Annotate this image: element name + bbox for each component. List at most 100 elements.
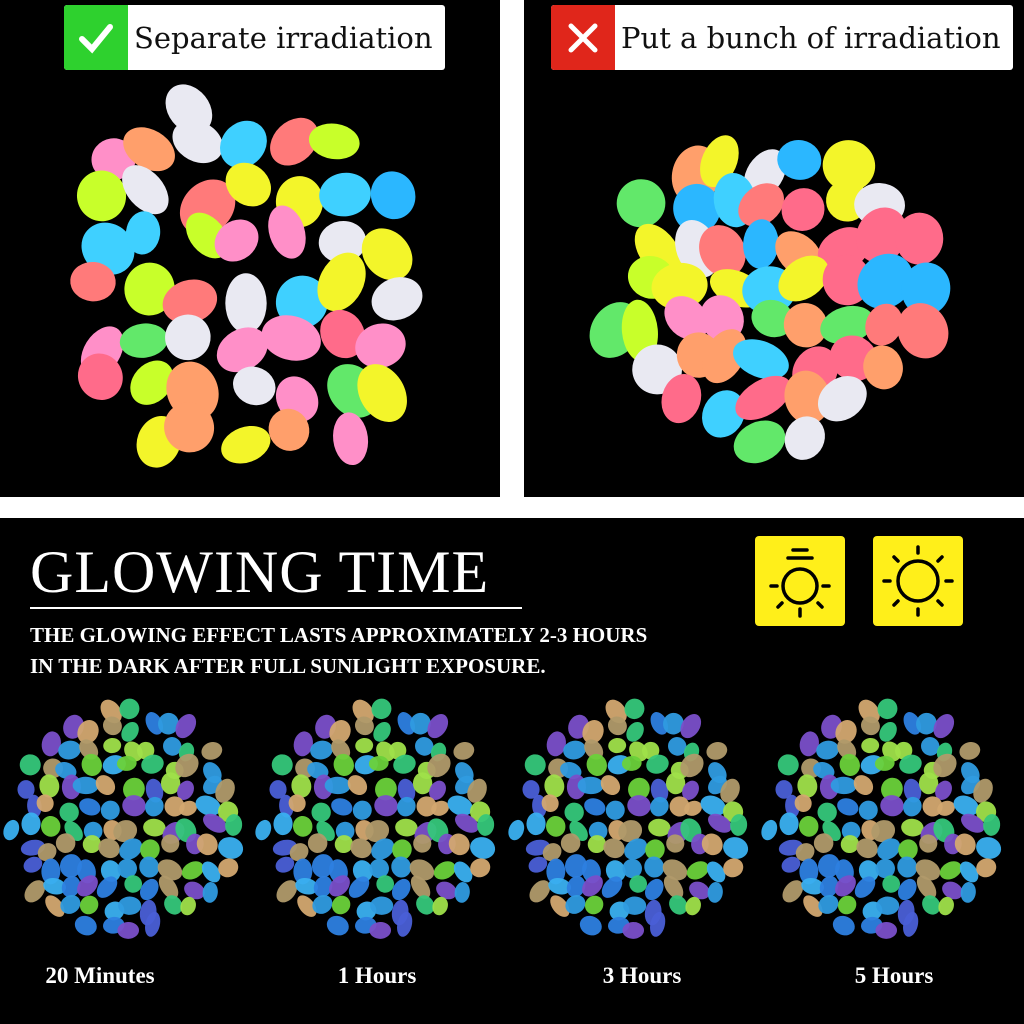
- pebble: [560, 833, 581, 853]
- pebble: [320, 309, 366, 359]
- pebble: [98, 838, 120, 859]
- x-icon: [551, 5, 615, 70]
- pebble: [642, 741, 660, 760]
- pebble: [546, 731, 566, 757]
- pebble: [453, 861, 473, 883]
- pebble: [550, 895, 570, 917]
- pebble: [318, 220, 367, 263]
- pebble: [427, 753, 451, 778]
- pebble: [261, 315, 321, 361]
- glowing-time-title: GLOWING TIME: [30, 539, 490, 605]
- pebble: [352, 860, 373, 882]
- pebble: [835, 719, 857, 744]
- pebble: [542, 843, 562, 862]
- pebble: [324, 776, 351, 795]
- pebble: [397, 712, 416, 735]
- pebble: [603, 838, 625, 859]
- pebble: [685, 896, 701, 916]
- pebble: [794, 794, 812, 812]
- pebble: [689, 881, 710, 900]
- pebble: [937, 800, 955, 816]
- pebble: [329, 719, 351, 744]
- pebble: [180, 896, 196, 916]
- pebble: [157, 859, 183, 881]
- pebble: [881, 777, 903, 801]
- pebble: [860, 716, 880, 736]
- pebble: [903, 911, 919, 937]
- pebble: [587, 835, 606, 854]
- pebble: [397, 778, 416, 803]
- pebble: [673, 183, 721, 233]
- pebble: [307, 833, 328, 853]
- pebble: [921, 737, 940, 756]
- pebble: [875, 858, 895, 879]
- pebble: [117, 858, 137, 879]
- separate-irradiation-badge: Separate irradiation: [64, 5, 445, 70]
- pebble: [271, 754, 293, 776]
- pebble: [391, 878, 411, 901]
- pebble: [410, 875, 431, 899]
- pebble: [225, 162, 271, 207]
- pebble: [733, 339, 789, 380]
- pebble: [799, 731, 819, 757]
- pebble: [470, 837, 496, 859]
- pebble: [436, 881, 457, 900]
- check-icon: [64, 5, 128, 70]
- pebble: [701, 833, 723, 856]
- pebble: [172, 120, 223, 164]
- pebble: [662, 859, 688, 881]
- pebble: [508, 819, 525, 841]
- pebble: [37, 843, 57, 862]
- pebble: [3, 819, 20, 841]
- pebble: [577, 776, 604, 795]
- pebble: [448, 833, 470, 856]
- pebble: [201, 861, 221, 883]
- pebble: [820, 305, 874, 345]
- pebble: [798, 815, 819, 837]
- pebble: [819, 876, 839, 898]
- pebble: [36, 794, 54, 812]
- pebble: [391, 856, 412, 878]
- pebble: [976, 837, 1002, 859]
- pebble: [528, 856, 548, 873]
- pebble: [312, 895, 333, 914]
- pebble: [586, 753, 607, 776]
- pebble: [123, 127, 175, 172]
- pebble: [179, 800, 197, 816]
- pebble: [707, 882, 723, 903]
- pebble: [121, 721, 139, 742]
- pebble: [898, 839, 918, 860]
- pebble: [680, 714, 702, 739]
- pebble: [644, 878, 664, 901]
- pebble: [19, 754, 41, 776]
- pebble: [605, 860, 626, 882]
- pebble: [467, 778, 487, 803]
- pebble: [357, 364, 407, 422]
- pebble: [39, 774, 60, 798]
- bunch-irradiation-badge: Put a bunch of irradiation: [551, 5, 1013, 70]
- pebble: [720, 778, 740, 803]
- pebble: [137, 741, 155, 760]
- pebble: [181, 861, 204, 880]
- pebble: [629, 875, 648, 893]
- pebble: [835, 875, 856, 897]
- pebble: [818, 895, 839, 914]
- pebble: [919, 834, 938, 853]
- pebble: [861, 737, 880, 754]
- pebble: [983, 814, 1001, 836]
- pebble: [100, 860, 121, 882]
- pebble: [215, 778, 235, 803]
- pebble: [735, 375, 792, 420]
- pebble: [830, 776, 857, 795]
- pebble: [164, 402, 215, 453]
- pebble: [233, 366, 276, 406]
- pebble: [355, 323, 406, 369]
- pebble: [311, 802, 331, 822]
- pebble: [196, 833, 218, 856]
- pebble: [645, 839, 665, 860]
- pebble: [45, 895, 65, 917]
- pebble: [666, 834, 685, 853]
- pebble: [275, 275, 328, 329]
- pebble: [879, 721, 897, 742]
- pebble: [857, 253, 914, 309]
